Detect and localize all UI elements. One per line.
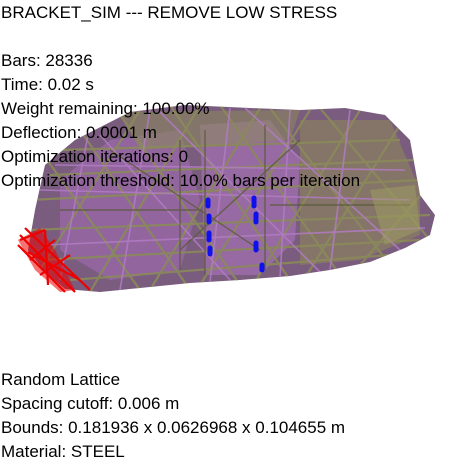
stat-deflection: Deflection: 0.0001 m [1,123,157,142]
highlight-region-red [18,228,75,292]
stats-spacer [1,25,360,49]
lattice-info-overlay: Random Lattice Spacing cutoff: 0.006 m B… [1,368,345,464]
lattice-region-tip-right [370,185,420,245]
simulation-stats-overlay: BRACKET_SIM --- REMOVE LOW STRESS Bars: … [1,1,360,193]
highlight-bars-blue [205,195,265,273]
sim-title: BRACKET_SIM --- REMOVE LOW STRESS [1,3,338,22]
lattice-spacing-cutoff: Spacing cutoff: 0.006 m [1,394,180,413]
stat-bars: Bars: 28336 [1,51,93,70]
stat-optimization-iterations: Optimization iterations: 0 [1,147,189,166]
lattice-bars-olive [29,105,431,292]
lattice-material: Material: STEEL [1,442,125,461]
lattice-type: Random Lattice [1,370,121,389]
lattice-bars-dark [60,125,410,275]
stat-weight-remaining: Weight remaining: 100.00% [1,99,210,118]
lattice-bounds: Bounds: 0.181936 x 0.0626968 x 0.104655 … [1,418,346,437]
stat-time: Time: 0.02 s [1,75,94,94]
stat-optimization-threshold: Optimization threshold: 10.0% bars per i… [1,171,361,190]
lattice-bars-purple [39,107,426,291]
lattice-region-olive-top [120,110,300,150]
